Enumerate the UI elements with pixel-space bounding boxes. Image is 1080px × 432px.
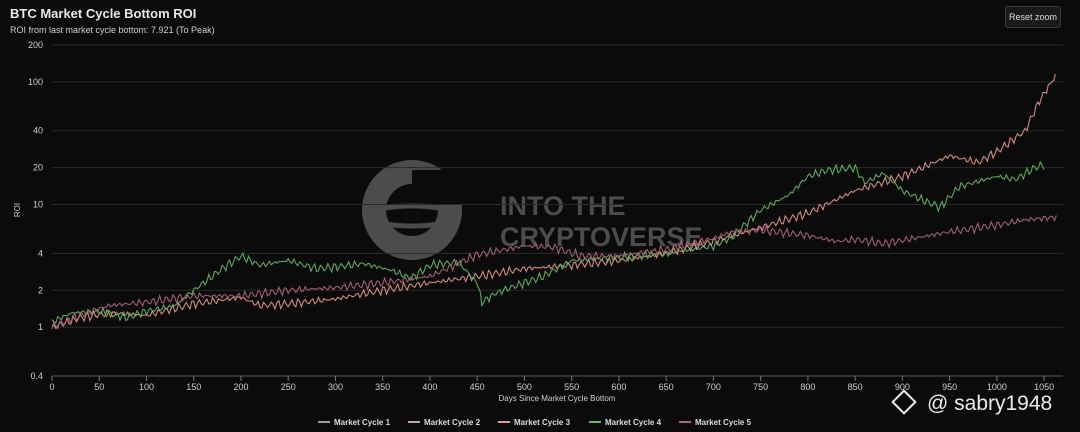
y-tick-label: 10 bbox=[33, 200, 43, 210]
chart-title: BTC Market Cycle Bottom ROI bbox=[10, 6, 197, 21]
x-tick-label: 150 bbox=[186, 382, 201, 392]
x-tick-label: 600 bbox=[611, 382, 626, 392]
x-tick-label: 450 bbox=[470, 382, 485, 392]
x-tick-label: 750 bbox=[753, 382, 768, 392]
x-tick-label: 800 bbox=[800, 382, 815, 392]
y-tick-label: 200 bbox=[28, 40, 43, 50]
y-tick-label: 4 bbox=[38, 248, 43, 258]
x-tick-label: 350 bbox=[375, 382, 390, 392]
logo-text-line2: CRYPTOVERSE bbox=[500, 222, 703, 252]
x-tick-label: 650 bbox=[659, 382, 674, 392]
x-tick-label: 850 bbox=[848, 382, 863, 392]
x-tick-label: 300 bbox=[328, 382, 343, 392]
x-tick-label: 1050 bbox=[1034, 382, 1054, 392]
series-line-cycle-3 bbox=[51, 73, 1056, 330]
series-lines bbox=[51, 73, 1057, 330]
x-tick-label: 1000 bbox=[987, 382, 1007, 392]
y-axis-label: ROI bbox=[13, 203, 22, 217]
legend-item: Market Cycle 4 bbox=[605, 418, 662, 427]
y-tick-label: 100 bbox=[28, 77, 43, 87]
diamond-logo-icon bbox=[891, 389, 917, 415]
x-tick-label: 900 bbox=[895, 382, 910, 392]
series-line-cycle-5 bbox=[51, 215, 1057, 330]
y-tick-label: 2 bbox=[38, 285, 43, 295]
legend-item: Market Cycle 2 bbox=[424, 418, 481, 427]
social-handle: @ sabry1948 bbox=[927, 392, 1053, 415]
legend-item: Market Cycle 1 bbox=[334, 418, 391, 427]
series-line-cycle-4 bbox=[51, 160, 1045, 324]
reset-zoom-button[interactable]: Reset zoom bbox=[1005, 6, 1061, 28]
x-tick-label: 0 bbox=[49, 382, 54, 392]
x-tick-label: 700 bbox=[706, 382, 721, 392]
x-axis: 0 50 100 150 200 250 300 350 400 450 500 550 600 650 7… bbox=[49, 375, 1063, 392]
chart-subtitle: ROI from last market cycle bottom: 7.921… bbox=[10, 25, 215, 35]
legend: Market Cycle 1 Market Cycle 2 Market Cycle… bbox=[318, 418, 752, 427]
x-tick-label: 50 bbox=[94, 382, 104, 392]
y-axis: 0.4 1 2 4 10 20 40 100 200 bbox=[28, 40, 43, 381]
legend-item: Market Cycle 3 bbox=[514, 418, 571, 427]
legend-item: Market Cycle 5 bbox=[695, 418, 752, 427]
y-tick-label: 0.4 bbox=[30, 371, 43, 381]
x-tick-label: 950 bbox=[942, 382, 957, 392]
logo-text-line1: INTO THE bbox=[500, 191, 626, 221]
x-tick-label: 200 bbox=[233, 382, 248, 392]
x-tick-label: 100 bbox=[139, 382, 154, 392]
y-tick-label: 1 bbox=[38, 322, 43, 332]
x-tick-label: 500 bbox=[517, 382, 532, 392]
x-axis-label: Days Since Market Cycle Bottom bbox=[499, 394, 616, 403]
x-tick-label: 250 bbox=[281, 382, 296, 392]
social-watermark: @ sabry1948 bbox=[891, 389, 1053, 416]
x-tick-label: 400 bbox=[422, 382, 437, 392]
y-tick-label: 40 bbox=[33, 126, 43, 136]
y-tick-label: 20 bbox=[33, 163, 43, 173]
x-tick-label: 550 bbox=[564, 382, 579, 392]
logo-watermark: INTO THE CRYPTOVERSE bbox=[362, 160, 703, 260]
